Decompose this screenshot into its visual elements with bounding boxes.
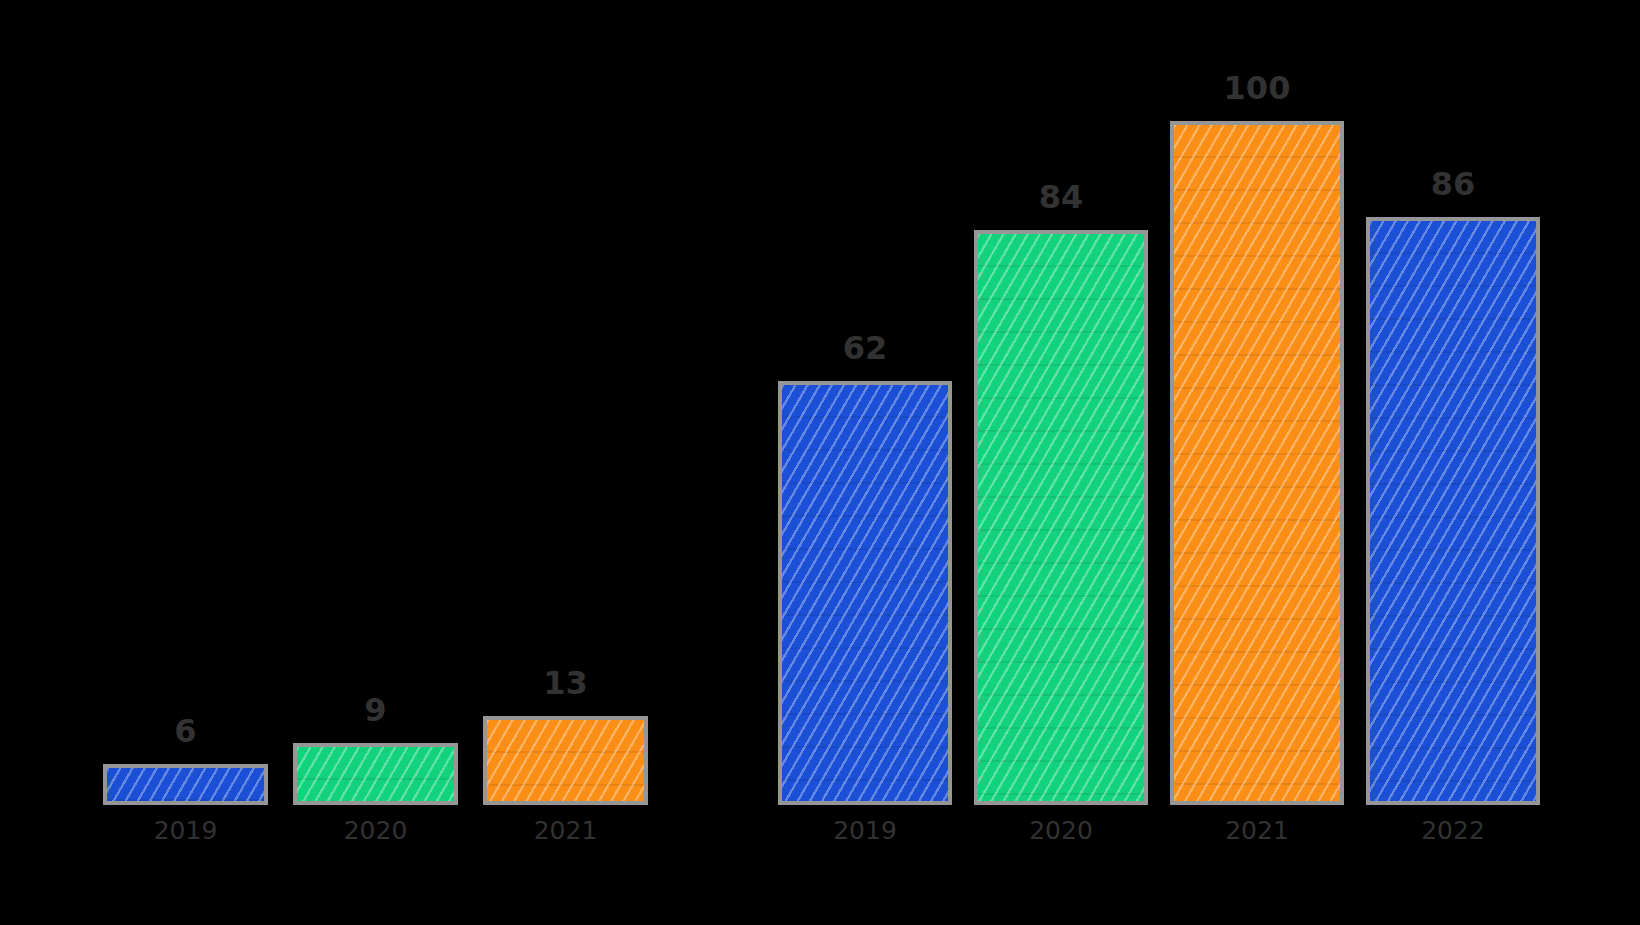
bar-left-2019 <box>103 764 268 805</box>
x-tick-label: 2021 <box>1225 818 1289 843</box>
bar-value-label: 6 <box>174 715 196 747</box>
bar-value-label: 84 <box>1039 181 1084 213</box>
bar-chart: 6 2019 9 2020 13 2021 62 2019 84 2020 100 2021 86 202… <box>0 0 1640 925</box>
bar-left-2020 <box>293 743 458 805</box>
bar-right-2020 <box>974 230 1148 805</box>
x-tick-label: 2019 <box>154 818 218 843</box>
x-tick-label: 2020 <box>1029 818 1093 843</box>
x-tick-label: 2020 <box>344 818 408 843</box>
bar-value-label: 13 <box>543 667 588 699</box>
bar-value-label: 100 <box>1224 72 1291 104</box>
bar-right-2019 <box>778 381 952 805</box>
x-tick-label: 2019 <box>833 818 897 843</box>
x-tick-label: 2022 <box>1421 818 1485 843</box>
bar-right-2022 <box>1366 217 1540 805</box>
x-tick-label: 2021 <box>534 818 598 843</box>
bar-left-2021 <box>483 716 648 805</box>
bar-right-2021 <box>1170 121 1344 805</box>
bar-value-label: 86 <box>1431 168 1476 200</box>
bar-value-label: 62 <box>843 332 888 364</box>
bar-value-label: 9 <box>364 694 386 726</box>
